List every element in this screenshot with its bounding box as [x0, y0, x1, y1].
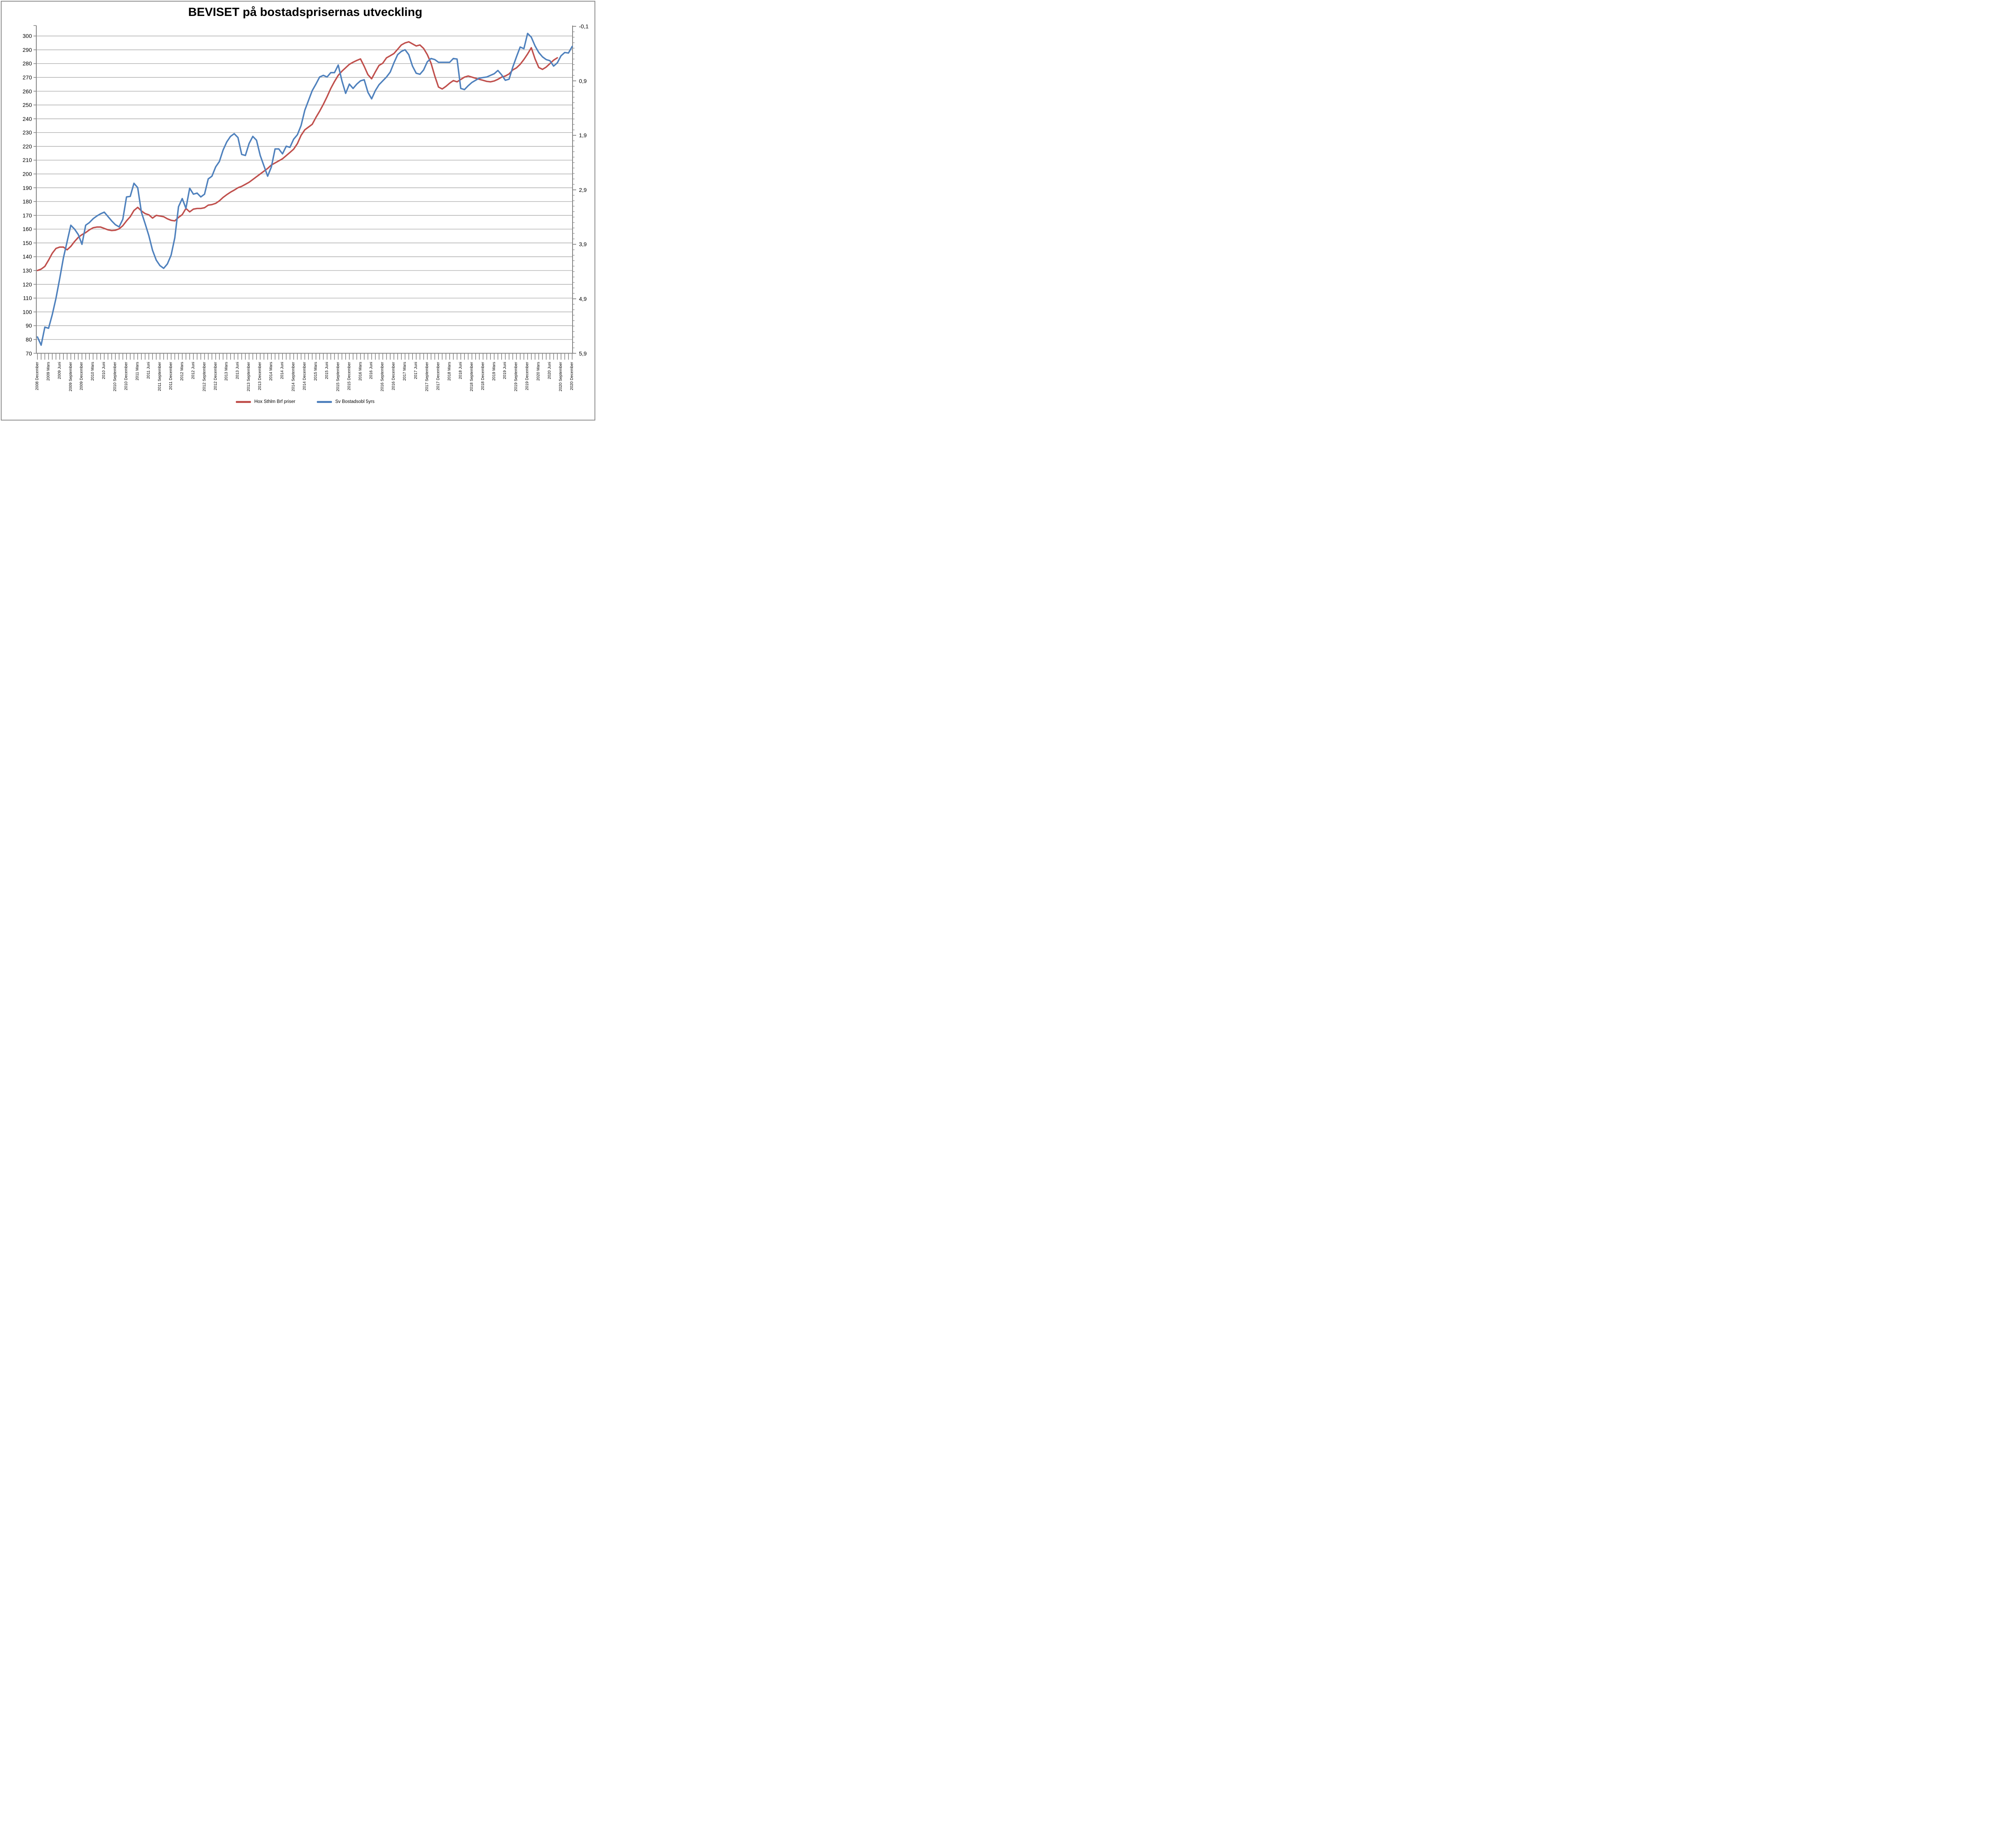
- left-axis-label: 150: [22, 239, 32, 246]
- x-axis-label: 2010 December: [124, 361, 129, 390]
- x-axis-label: 2017 September: [425, 361, 430, 391]
- x-axis-label: 2011 Juni: [146, 361, 151, 379]
- left-axis-label: 230: [22, 129, 32, 136]
- left-axis-label: 90: [26, 322, 32, 329]
- x-axis-label: 2017 Mars: [403, 361, 407, 381]
- right-axis-label: 0,9: [579, 77, 587, 84]
- left-axis-label: 80: [26, 336, 32, 343]
- right-axis-label: -0,1: [579, 23, 589, 30]
- left-axis-label: 180: [22, 198, 32, 205]
- x-axis-label: 2018 September: [469, 361, 474, 391]
- x-axis-label: 2017 December: [436, 361, 440, 390]
- left-axis-label: 160: [22, 226, 32, 233]
- left-axis-label: 100: [22, 308, 32, 315]
- x-axis-label: 2013 December: [258, 361, 263, 390]
- x-axis-label: 2010 Mars: [91, 361, 95, 381]
- x-axis-label: 2012 Juni: [191, 361, 196, 379]
- left-axis-label: 140: [22, 253, 32, 260]
- legend-label-hox: Hox Sthlm Brf priser: [254, 399, 296, 404]
- right-axis-label: 4,9: [579, 296, 587, 302]
- left-axis-label: 290: [22, 46, 32, 53]
- legend-item-bostadsobl: Sv Bostadsobl 5yrs: [317, 399, 375, 404]
- x-axis-label: 2015 Mars: [313, 361, 318, 381]
- x-axis-label: 2011 Mars: [135, 361, 140, 381]
- x-axis-label: 2019 September: [514, 361, 519, 391]
- chart-title: BEVISET på bostadsprisernas utveckling: [188, 6, 423, 19]
- chart-panel: BEVISET på bostadsprisernas utveckling 3…: [1, 1, 595, 421]
- x-axis-label: 2010 September: [113, 361, 118, 391]
- left-axis-label: 300: [22, 33, 32, 39]
- left-axis-label: 260: [22, 88, 32, 95]
- right-axis-label: 1,9: [579, 132, 587, 139]
- x-axis-label: 2018 Juni: [458, 361, 463, 379]
- x-axis-label: 2012 December: [213, 361, 218, 390]
- legend: Hox Sthlm Brf priser Sv Bostadsobl 5yrs: [37, 399, 573, 404]
- x-axis-label: 2016 Juni: [369, 361, 374, 379]
- left-axis-label: 130: [22, 267, 32, 274]
- legend-item-hox: Hox Sthlm Brf priser: [236, 399, 295, 404]
- left-axis-label: 110: [23, 295, 32, 302]
- x-axis-label: 2012 September: [202, 361, 207, 391]
- x-axis-label: 2014 December: [302, 361, 307, 390]
- x-axis-label: 2020 Juni: [547, 361, 552, 379]
- x-axis-label: 2014 Mars: [269, 361, 274, 381]
- x-axis-label: 2019 Mars: [492, 361, 496, 381]
- legend-label-bostadsobl: Sv Bostadsobl 5yrs: [335, 399, 375, 404]
- left-axis-label: 210: [22, 157, 32, 164]
- x-axis-label: 2018 Mars: [447, 361, 452, 381]
- right-axis-label: 2,9: [579, 186, 587, 193]
- left-axis-label: 240: [22, 115, 32, 122]
- left-axis-label: 220: [22, 143, 32, 150]
- right-axis-label: 3,9: [579, 241, 587, 248]
- x-axis-label: 2009 Mars: [46, 361, 51, 381]
- x-axis-label: 2011 December: [168, 361, 173, 390]
- x-axis-label: 2012 Mars: [180, 361, 184, 381]
- left-axis-label: 270: [22, 74, 32, 81]
- x-axis-label: 2015 September: [336, 361, 340, 391]
- plot-area: [34, 25, 576, 360]
- left-axis-label: 250: [22, 102, 32, 109]
- left-axis-label: 190: [22, 184, 32, 191]
- left-axis-label: 170: [22, 212, 32, 219]
- x-axis-label: 2016 Mars: [358, 361, 363, 381]
- left-axis-label: 120: [22, 281, 32, 288]
- x-axis-label: 2020 December: [570, 361, 575, 390]
- x-axis-label: 2019 Juni: [503, 361, 508, 379]
- x-axis-label: 2011 September: [157, 361, 162, 391]
- x-axis-label: 2017 Juni: [414, 361, 419, 379]
- x-axis-label: 2010 Juni: [102, 361, 107, 379]
- legend-swatch-bostadsobl: [317, 401, 332, 403]
- legend-swatch-hox: [236, 401, 251, 403]
- x-axis-label: 2008 December: [35, 361, 40, 390]
- x-axis-label: 2014 Juni: [280, 361, 285, 379]
- x-axis-label: 2013 September: [247, 361, 251, 391]
- x-axis-label: 2019 December: [525, 361, 530, 390]
- x-axis-label: 2020 Mars: [536, 361, 541, 381]
- x-axis-label: 2009 December: [79, 361, 84, 390]
- x-axis-label: 2014 September: [291, 361, 296, 391]
- left-axis-label: 70: [26, 350, 32, 357]
- x-axis-label: 2009 Juni: [57, 361, 62, 379]
- left-axis-label: 200: [22, 171, 32, 178]
- series-line-sv-bostadsobl: [37, 33, 573, 346]
- x-axis-label: 2015 December: [347, 361, 352, 390]
- x-axis-label: 2013 Mars: [224, 361, 229, 381]
- x-axis-label: 2020 September: [559, 361, 563, 391]
- x-axis-label: 2016 December: [391, 361, 396, 390]
- x-axis-label: 2013 Juni: [235, 361, 240, 379]
- x-axis-label: 2009 September: [68, 361, 73, 391]
- series-line-hox-sthlm: [37, 41, 558, 271]
- right-axis-label: 5,9: [579, 350, 587, 357]
- x-axis-label: 2018 December: [480, 361, 485, 390]
- x-axis-label: 2015 Juni: [324, 361, 329, 379]
- x-axis-label: 2016 September: [380, 361, 385, 391]
- left-axis-label: 280: [22, 60, 32, 67]
